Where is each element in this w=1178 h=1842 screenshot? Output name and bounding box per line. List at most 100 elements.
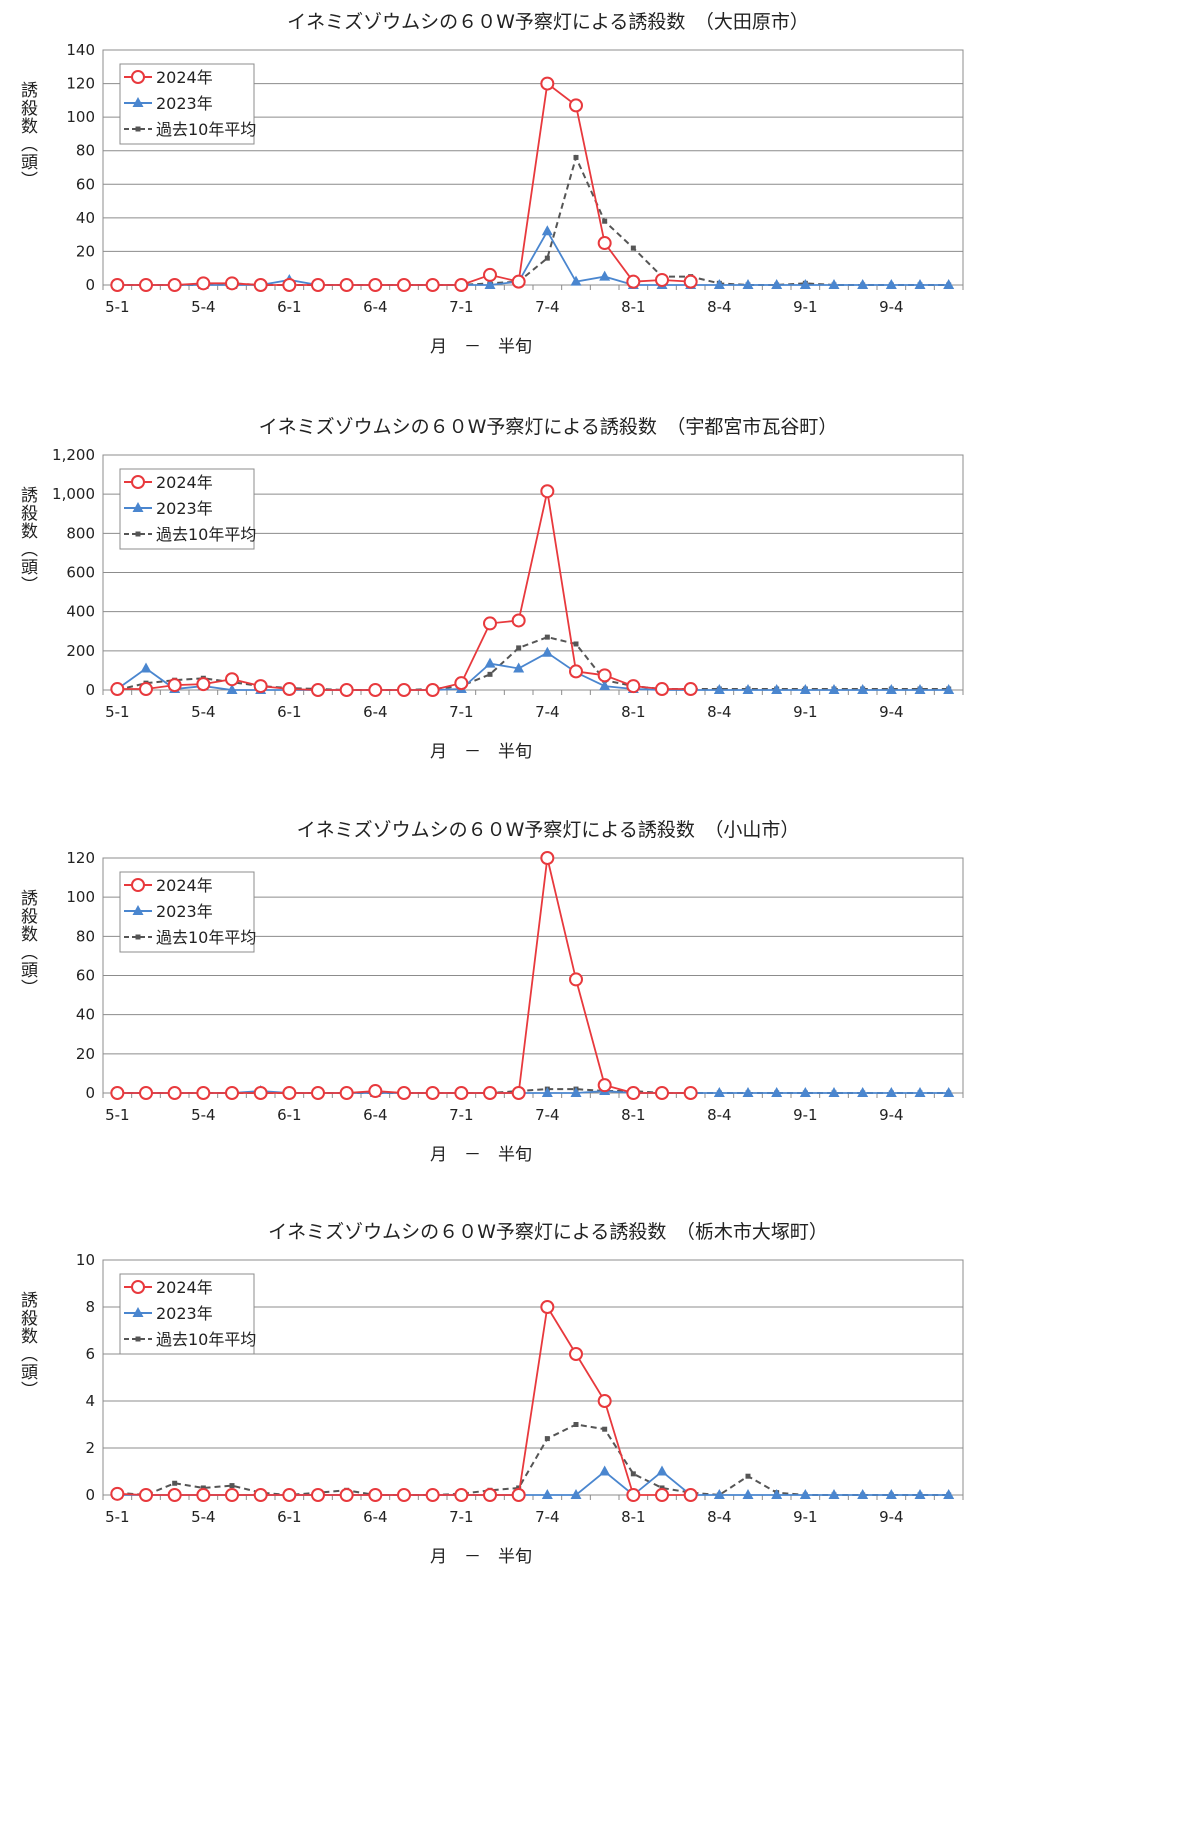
legend-label: 過去10年平均 <box>156 120 256 139</box>
data-point <box>516 645 522 651</box>
x-tick-label: 9-1 <box>793 1508 818 1526</box>
x-tick-label: 5-1 <box>105 298 130 316</box>
y-tick-label: 20 <box>76 1045 95 1063</box>
x-tick-label: 6-4 <box>363 703 388 721</box>
data-point <box>454 278 469 292</box>
x-tick-label: 8-1 <box>621 1106 646 1124</box>
y-tick-label: 400 <box>66 603 95 621</box>
y-tick-label: 0 <box>85 276 95 294</box>
data-point <box>742 279 754 289</box>
legend-label: 2023年 <box>156 499 213 518</box>
data-point <box>196 276 211 291</box>
x-axis-title: 月 － 半旬 <box>430 337 532 357</box>
data-point <box>602 218 608 224</box>
data-point <box>200 1485 206 1491</box>
series-line <box>117 1470 949 1497</box>
x-tick-label: 9-1 <box>793 1106 818 1124</box>
x-tick-label: 9-4 <box>879 1508 904 1526</box>
y-axis-title: 誘殺数（頭） <box>17 889 38 997</box>
legend-label: 2023年 <box>156 902 213 921</box>
x-tick-label: 8-4 <box>707 703 732 721</box>
series-0 <box>110 484 698 697</box>
y-tick-label: 80 <box>76 142 95 160</box>
data-point <box>139 682 153 697</box>
data-point <box>914 684 926 694</box>
y-axis-title: 誘殺数（頭） <box>17 1291 38 1399</box>
data-point <box>943 279 955 289</box>
data-point <box>483 1086 497 1100</box>
data-point <box>885 279 897 289</box>
data-point <box>570 275 582 286</box>
data-point <box>225 1086 239 1100</box>
data-point <box>570 1087 582 1097</box>
data-point <box>771 279 783 289</box>
data-point <box>454 1086 469 1100</box>
data-point <box>226 684 238 694</box>
data-point <box>541 646 553 657</box>
data-point <box>828 1489 840 1499</box>
chart-panel-4: イネミズゾウムシの６０W予察灯による誘殺数 （栃木市大塚町） 0 2 4 6 8 10 5-1… <box>0 1210 1178 1650</box>
legend-marker <box>132 905 144 915</box>
data-point <box>540 484 555 499</box>
data-point <box>857 1087 869 1097</box>
y-tick-label: 2 <box>85 1439 95 1457</box>
data-point <box>799 1087 811 1097</box>
y-tick-label: 60 <box>76 175 95 193</box>
data-point <box>569 1347 583 1361</box>
data-point <box>483 1488 497 1502</box>
data-point <box>656 1465 668 1476</box>
data-point <box>771 684 783 694</box>
data-point <box>225 672 239 687</box>
y-tick-label: 20 <box>76 242 95 260</box>
data-point <box>626 1086 641 1100</box>
x-tick-label: 9-1 <box>793 298 818 316</box>
data-point <box>139 278 153 292</box>
x-tick-label: 7-4 <box>535 1508 560 1526</box>
x-tick-label: 8-1 <box>621 1508 646 1526</box>
y-tick-label: 200 <box>66 642 95 660</box>
y-tick-label: 600 <box>66 564 95 582</box>
data-point <box>742 1087 754 1097</box>
data-point <box>225 276 239 291</box>
data-point <box>655 272 669 287</box>
data-point <box>573 154 579 160</box>
y-tick-label: 10 <box>76 1251 95 1269</box>
data-point <box>196 677 211 692</box>
series-0 <box>110 1300 698 1502</box>
chart-panel-1: イネミズゾウムシの６０W予察灯による誘殺数 （大田原市） 0 20 40 60 80 100… <box>0 0 1178 440</box>
data-point <box>799 1489 811 1499</box>
y-tick-label: 40 <box>76 1006 95 1024</box>
data-point <box>397 278 411 292</box>
y-tick-label: 0 <box>85 681 95 699</box>
data-point <box>630 245 636 251</box>
data-point <box>655 1086 669 1100</box>
data-point <box>110 1086 125 1100</box>
x-tick-label: 5-4 <box>191 298 216 316</box>
series-line <box>116 651 949 691</box>
data-point <box>943 684 955 694</box>
y-tick-label: 100 <box>66 108 95 126</box>
data-point <box>626 274 641 289</box>
y-tick-label: 0 <box>85 1084 95 1102</box>
legend-marker <box>131 475 145 489</box>
data-point <box>857 1489 869 1499</box>
data-point <box>311 1086 325 1100</box>
y-tick-label: 800 <box>66 524 95 542</box>
data-point <box>914 1087 926 1097</box>
data-point <box>943 1489 955 1499</box>
legend-marker <box>132 97 144 107</box>
y-tick-label: 8 <box>85 1298 95 1316</box>
chart-title: イネミズゾウムシの６０W予察灯による誘殺数 （栃木市大塚町） <box>268 1221 828 1243</box>
data-point <box>425 683 440 697</box>
data-point <box>282 682 297 697</box>
y-tick-label: 120 <box>66 849 95 867</box>
chart-title: イネミズゾウムシの６０W予察灯による誘殺数 （小山市） <box>297 819 800 841</box>
y-tick-label: 0 <box>85 1486 95 1504</box>
series-line <box>117 229 949 286</box>
data-point <box>368 278 383 292</box>
chart-svg: イネミズゾウムシの６０W予察灯による誘殺数 （宇都宮市瓦谷町） 0 200 400 60… <box>17 416 964 762</box>
y-tick-label: 40 <box>76 209 95 227</box>
data-point <box>914 1489 926 1499</box>
data-point <box>253 1086 268 1100</box>
